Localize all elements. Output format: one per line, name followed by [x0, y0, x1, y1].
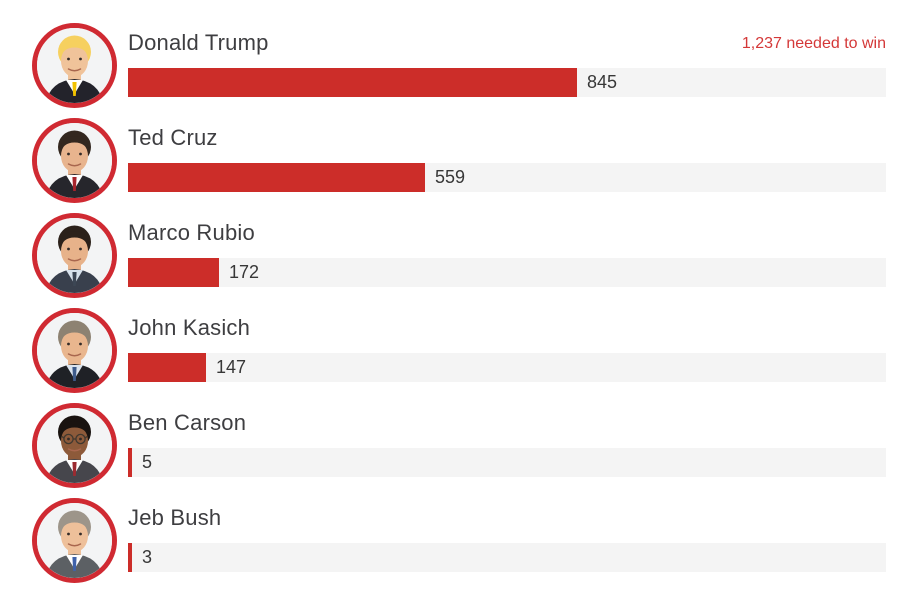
delegate-count-label: 5	[142, 452, 153, 472]
candidate-avatar	[32, 308, 117, 393]
candidate-row: Donald Trump 845	[0, 10, 899, 108]
delegate-count-label: 3	[142, 547, 153, 567]
delegate-count-label: 845	[587, 72, 618, 92]
candidate-name: Marco Rubio	[128, 220, 255, 245]
candidate-name: Ben Carson	[128, 410, 247, 435]
candidate-row: Ted Cruz 559	[0, 105, 899, 203]
candidate-avatar	[32, 213, 117, 298]
delegate-bar	[128, 68, 577, 97]
candidate-row: Jeb Bush 3	[0, 485, 899, 583]
candidate-row: Marco Rubio 172	[0, 200, 899, 298]
candidate-name: Donald Trump	[128, 30, 269, 55]
needed-to-win-label: 1,237 needed to win	[741, 35, 886, 52]
delegate-bar	[128, 258, 219, 287]
candidate-avatar	[32, 498, 117, 583]
delegate-bar-track: 845	[128, 68, 886, 97]
candidate-photo	[37, 313, 112, 388]
candidate-avatar	[32, 23, 117, 108]
delegate-count-label: 147	[216, 357, 247, 377]
delegate-count-label: 172	[229, 262, 260, 282]
candidate-name: Ted Cruz	[128, 125, 218, 150]
delegate-bar	[128, 353, 206, 382]
candidate-photo	[37, 408, 112, 483]
candidate-row: John Kasich 147	[0, 295, 899, 393]
candidate-photo	[37, 218, 112, 293]
delegate-bar-track: 3	[128, 543, 886, 572]
delegate-bar-track: 172	[128, 258, 886, 287]
delegate-bar	[128, 543, 132, 572]
delegate-count-label: 559	[435, 167, 466, 187]
candidate-name: John Kasich	[128, 315, 251, 340]
candidate-avatar	[32, 118, 117, 203]
delegate-bar-track: 147	[128, 353, 886, 382]
candidate-photo	[37, 503, 112, 578]
candidate-avatar	[32, 403, 117, 488]
candidate-photo	[37, 123, 112, 198]
delegate-bar-track: 5	[128, 448, 886, 477]
candidate-row: Ben Carson 5	[0, 390, 899, 488]
candidate-name: Jeb Bush	[128, 505, 222, 530]
delegate-bar	[128, 163, 425, 192]
candidate-photo	[37, 28, 112, 103]
delegate-bar	[128, 448, 132, 477]
delegate-bar-track: 559	[128, 163, 886, 192]
